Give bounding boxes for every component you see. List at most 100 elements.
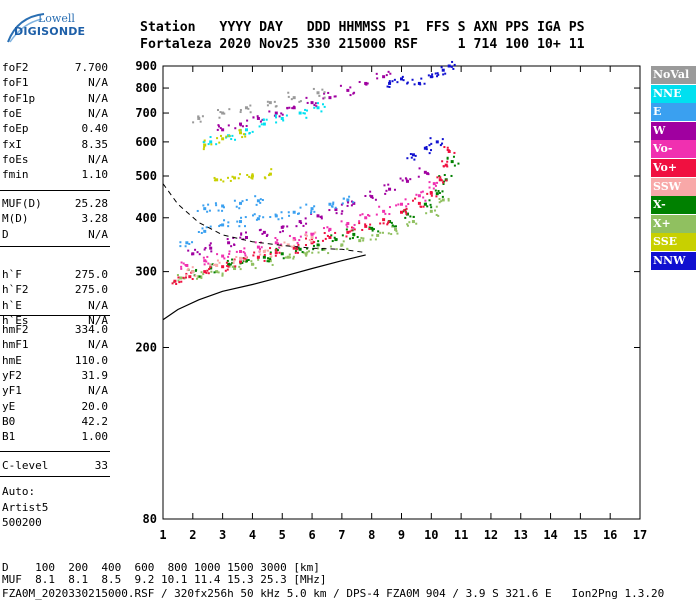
data-point [197,230,200,233]
data-point [387,183,390,186]
data-point [308,250,311,253]
data-point [217,209,220,212]
data-point [372,228,375,231]
data-point [393,188,396,191]
data-point [199,120,202,123]
data-point [267,260,270,263]
data-point [305,116,308,119]
data-point [265,234,268,237]
data-point [306,101,309,104]
data-point [228,108,231,111]
data-point [233,199,236,202]
data-point [352,201,355,204]
data-point [214,263,217,266]
data-point [269,258,272,261]
param-row: B1 1.00 [2,430,108,444]
data-point [403,209,406,212]
data-point [318,94,321,97]
data-point [441,190,444,193]
data-point [275,247,278,250]
data-point [239,268,242,271]
data-point [290,98,293,101]
data-point [238,207,241,210]
data-point [306,247,309,250]
data-point [312,244,315,247]
data-point [247,259,250,262]
data-point [218,225,221,228]
data-point [411,199,414,202]
data-point [291,107,294,110]
data-point [342,197,345,200]
data-point [320,110,323,113]
data-point [406,223,409,226]
data-point [364,216,368,220]
data-point [446,146,449,149]
x-tick-label: 16 [603,528,617,542]
data-point [434,209,437,212]
param-name: foEs [2,152,29,166]
y-tick-label: 900 [135,59,157,73]
data-point [179,241,182,244]
data-point [426,192,429,195]
data-point [453,63,456,66]
data-point [384,192,387,195]
data-point [427,74,430,77]
data-point [437,214,440,217]
data-point [229,263,232,266]
data-point [245,256,248,259]
data-point [226,238,229,241]
data-point [219,178,222,181]
data-point [244,106,248,110]
data-point [205,226,208,229]
logo-text-lowell: Lowell [38,12,75,25]
data-point [228,250,231,253]
data-point [321,248,324,251]
data-point [175,282,178,285]
data-point [226,264,229,267]
data-point [297,243,300,246]
data-point [409,178,412,181]
y-tick-label: 200 [135,341,157,355]
data-point [248,175,251,178]
data-point [258,229,261,232]
data-point [426,205,429,208]
data-point [425,148,428,151]
data-point [310,235,314,239]
data-point [215,204,218,207]
data-point [413,158,416,161]
data-point [341,234,344,237]
data-point [350,229,353,232]
data-point [280,211,283,214]
data-point [202,256,205,259]
data-point [287,91,290,94]
data-point [275,248,278,251]
data-point [437,73,440,76]
data-point [171,282,174,285]
data-point [358,222,361,225]
data-point [255,218,258,221]
data-point [216,109,219,112]
param-name: foF2 [2,61,29,74]
data-point [345,235,348,238]
data-point [299,235,302,238]
param-row: foEp 0.40 [2,122,108,136]
data-point [234,127,237,130]
param-value: 1.00 [81,430,109,444]
data-point [327,252,330,255]
data-point [231,258,234,261]
data-point [262,250,266,254]
data-point [322,227,325,230]
data-point [426,172,429,175]
data-point [435,205,438,208]
data-point [239,256,243,260]
data-point [436,181,439,184]
data-point [223,219,226,222]
data-point [400,210,403,214]
data-point [294,251,297,254]
data-point [242,133,245,136]
param-row: hmE 110.0 [2,354,108,368]
data-point [269,251,272,254]
data-point [269,252,272,255]
data-point [437,189,440,192]
data-point [370,195,374,199]
